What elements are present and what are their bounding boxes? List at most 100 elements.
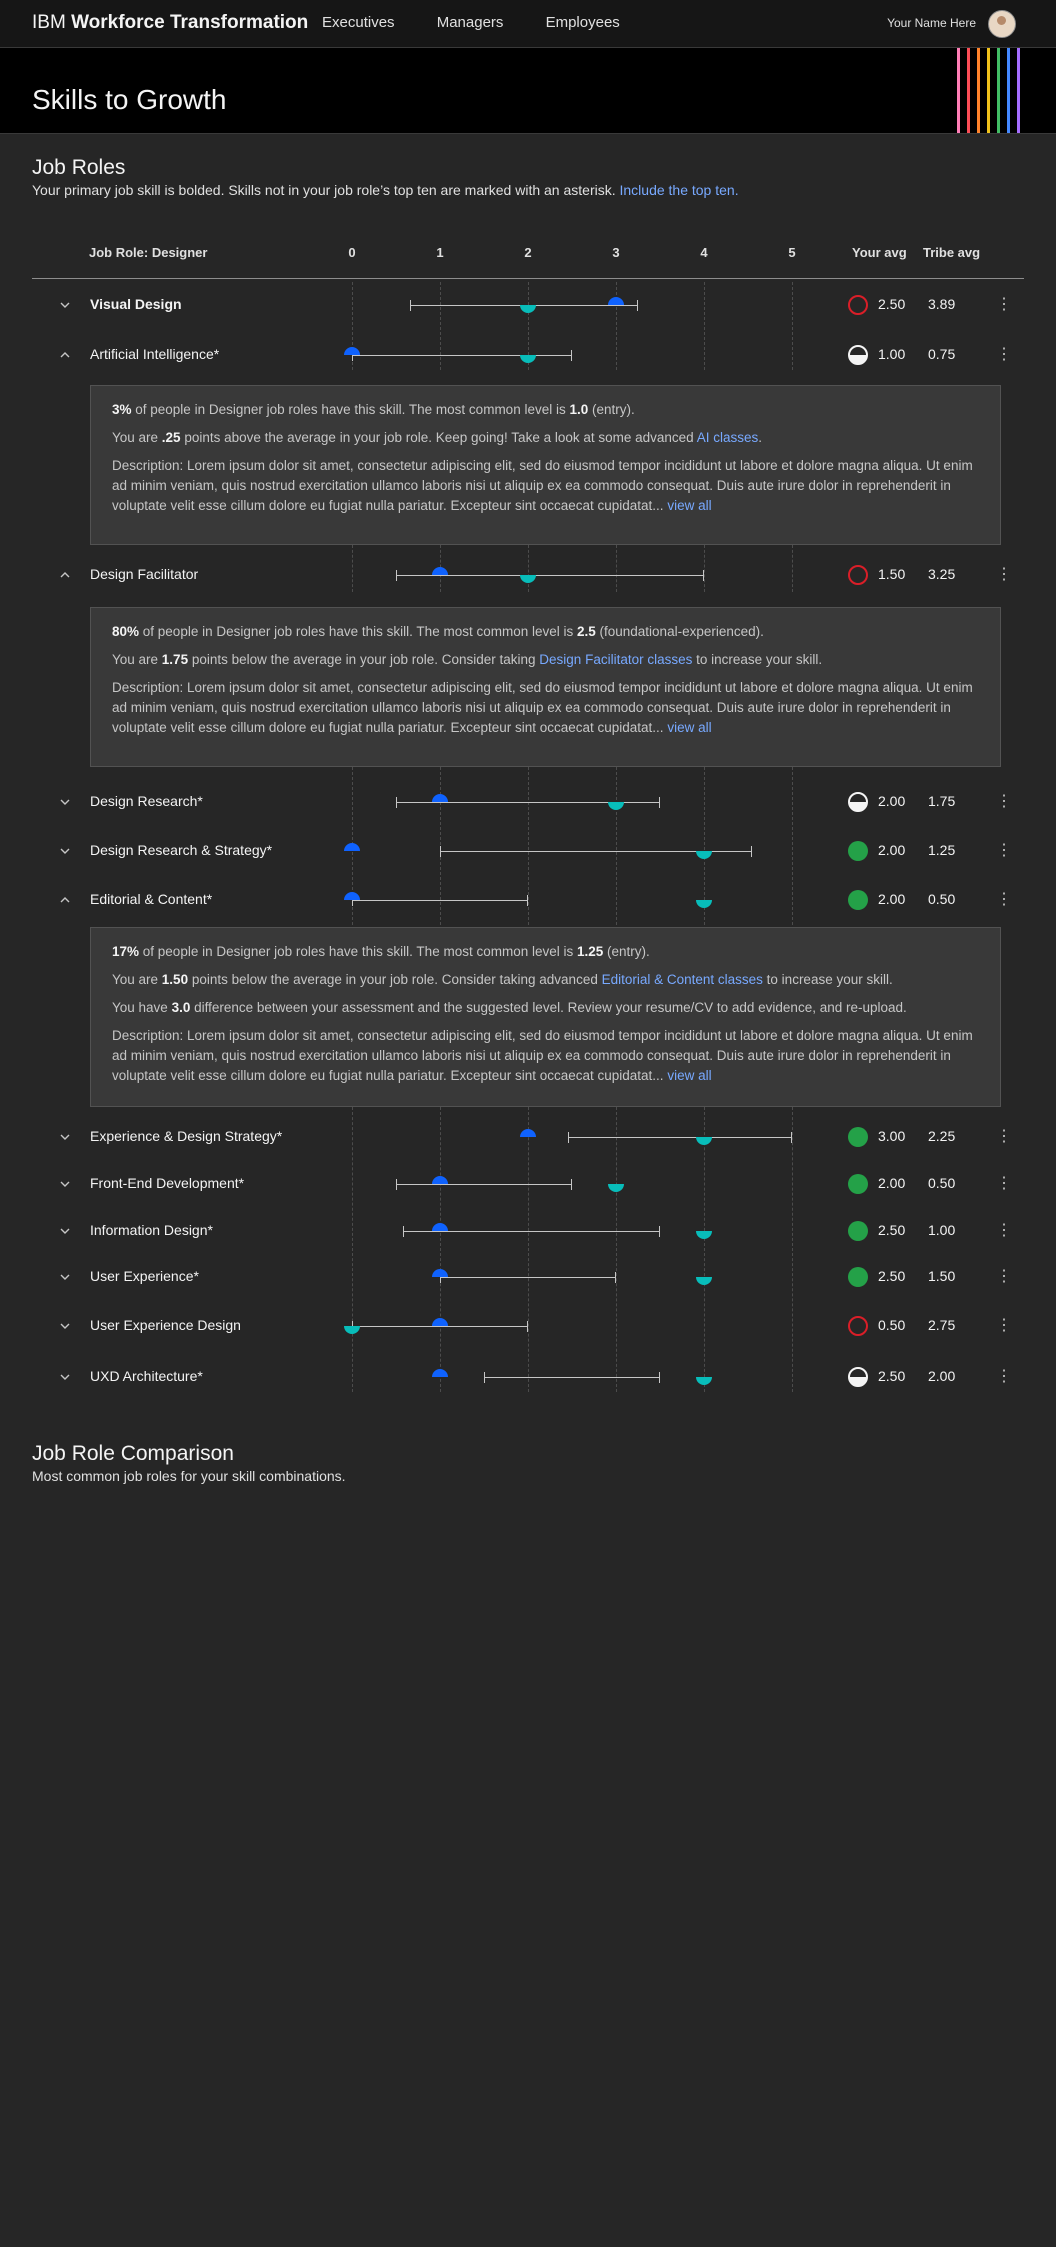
status-indicator-icon bbox=[848, 345, 868, 365]
overflow-menu-icon[interactable]: ⋮ bbox=[996, 346, 1012, 363]
chevron-up-icon[interactable] bbox=[58, 348, 72, 362]
brand[interactable]: IBM Workforce Transformation bbox=[32, 12, 308, 34]
editorial-content-classes-link[interactable]: Editorial & Content classes bbox=[601, 972, 763, 987]
gridline bbox=[440, 1107, 441, 1392]
gridline bbox=[616, 767, 617, 925]
skill-range-bar bbox=[352, 895, 528, 906]
axis-tick-0: 0 bbox=[348, 245, 356, 260]
skill-name: Design Facilitator bbox=[90, 566, 199, 582]
your-marker bbox=[432, 1318, 448, 1326]
overflow-menu-icon[interactable]: ⋮ bbox=[996, 566, 1012, 583]
chevron-down-icon[interactable] bbox=[58, 795, 72, 809]
nav-link-employees[interactable]: Employees bbox=[545, 14, 620, 31]
skill-row[interactable]: Design Facilitator 1.50 3.25 ⋮ bbox=[0, 560, 1056, 590]
overflow-menu-icon[interactable]: ⋮ bbox=[996, 793, 1012, 810]
tribe-marker bbox=[696, 1377, 712, 1385]
gridline bbox=[792, 1107, 793, 1392]
tribe-avg-value: 1.00 bbox=[928, 1222, 956, 1238]
your-avg-value: 2.00 bbox=[878, 1175, 906, 1191]
tribe-avg-value: 1.75 bbox=[928, 793, 956, 809]
nav-link-executives[interactable]: Executives bbox=[322, 14, 395, 31]
tribe-marker bbox=[344, 1326, 360, 1334]
include-top-ten-link[interactable]: Include the top ten. bbox=[619, 182, 739, 198]
job-roles-title: Job Roles bbox=[32, 156, 126, 179]
skill-range-bar bbox=[484, 1372, 660, 1383]
your-marker bbox=[432, 1223, 448, 1231]
status-indicator-icon bbox=[848, 1174, 868, 1194]
skill-range-bar bbox=[440, 846, 753, 857]
view-all-link[interactable]: view all bbox=[667, 1068, 712, 1083]
design-facilitator-classes-link[interactable]: Design Facilitator classes bbox=[539, 652, 693, 667]
gridline bbox=[528, 1107, 529, 1392]
nav-links: Executives Managers Employees bbox=[322, 14, 658, 31]
chevron-down-icon[interactable] bbox=[58, 1224, 72, 1238]
chevron-up-icon[interactable] bbox=[58, 568, 72, 582]
overflow-menu-icon[interactable]: ⋮ bbox=[996, 1175, 1012, 1192]
chevron-down-icon[interactable] bbox=[58, 1370, 72, 1384]
skill-row[interactable]: Information Design* 2.50 1.00 ⋮ bbox=[0, 1216, 1056, 1246]
skill-detail-panel-ai: 3% of people in Designer job roles have … bbox=[90, 385, 1001, 545]
chevron-up-icon[interactable] bbox=[58, 893, 72, 907]
tribe-marker bbox=[696, 1231, 712, 1239]
overflow-menu-icon[interactable]: ⋮ bbox=[996, 1268, 1012, 1285]
skill-row[interactable]: Experience & Design Strategy* 3.00 2.25 ⋮ bbox=[0, 1122, 1056, 1152]
job-roles-subtitle: Your primary job skill is bolded. Skills… bbox=[32, 182, 739, 198]
overflow-menu-icon[interactable]: ⋮ bbox=[996, 842, 1012, 859]
avatar[interactable] bbox=[988, 10, 1016, 38]
skill-row[interactable]: User Experience Design 0.50 2.75 ⋮ bbox=[0, 1311, 1056, 1341]
overflow-menu-icon[interactable]: ⋮ bbox=[996, 891, 1012, 908]
chevron-down-icon[interactable] bbox=[58, 1270, 72, 1284]
skill-range-bar bbox=[352, 1321, 528, 1332]
tribe-avg-value: 0.50 bbox=[928, 1175, 956, 1191]
tribe-marker bbox=[608, 1184, 624, 1192]
gridline bbox=[792, 767, 793, 925]
skill-detail-panel-design-facilitator: 80% of people in Designer job roles have… bbox=[90, 607, 1001, 767]
your-marker bbox=[432, 567, 448, 575]
view-all-link[interactable]: view all bbox=[667, 720, 712, 735]
skill-row[interactable]: Design Research* 2.00 1.75 ⋮ bbox=[0, 787, 1056, 817]
skill-range-bar bbox=[396, 797, 660, 808]
your-avg-value: 2.00 bbox=[878, 891, 906, 907]
skill-row[interactable]: Visual Design 2.50 3.89 ⋮ bbox=[0, 290, 1056, 320]
your-avg-value: 2.50 bbox=[878, 1268, 906, 1284]
status-indicator-icon bbox=[848, 295, 868, 315]
tribe-avg-value: 2.25 bbox=[928, 1128, 956, 1144]
skill-row[interactable]: Artificial Intelligence* 1.00 0.75 ⋮ bbox=[0, 340, 1056, 370]
tribe-marker bbox=[696, 851, 712, 859]
overflow-menu-icon[interactable]: ⋮ bbox=[996, 296, 1012, 313]
skill-row[interactable]: Front-End Development* 2.00 0.50 ⋮ bbox=[0, 1169, 1056, 1199]
your-avg-value: 2.50 bbox=[878, 1368, 906, 1384]
status-indicator-icon bbox=[848, 1316, 868, 1336]
tribe-marker bbox=[696, 1277, 712, 1285]
skill-row[interactable]: Design Research & Strategy* 2.00 1.25 ⋮ bbox=[0, 836, 1056, 866]
user-name[interactable]: Your Name Here bbox=[887, 16, 976, 30]
chevron-down-icon[interactable] bbox=[58, 844, 72, 858]
overflow-menu-icon[interactable]: ⋮ bbox=[996, 1317, 1012, 1334]
your-marker bbox=[608, 297, 624, 305]
tribe-avg-value: 0.75 bbox=[928, 346, 956, 362]
skill-row[interactable]: UXD Architecture* 2.50 2.00 ⋮ bbox=[0, 1362, 1056, 1392]
your-avg-value: 2.00 bbox=[878, 842, 906, 858]
status-indicator-icon bbox=[848, 1267, 868, 1287]
overflow-menu-icon[interactable]: ⋮ bbox=[996, 1368, 1012, 1385]
chevron-down-icon[interactable] bbox=[58, 298, 72, 312]
skill-name: User Experience Design bbox=[90, 1317, 241, 1333]
status-indicator-icon bbox=[848, 565, 868, 585]
skill-range-bar bbox=[440, 1272, 616, 1283]
nav-link-managers[interactable]: Managers bbox=[436, 14, 504, 31]
your-avg-value: 2.50 bbox=[878, 296, 906, 312]
tribe-avg-value: 3.89 bbox=[928, 296, 956, 312]
skill-row[interactable]: Editorial & Content* 2.00 0.50 ⋮ bbox=[0, 885, 1056, 915]
your-avg-value: 1.00 bbox=[878, 346, 906, 362]
view-all-link[interactable]: view all bbox=[667, 498, 712, 513]
top-nav: IBM Workforce Transformation Executives … bbox=[0, 0, 1056, 48]
overflow-menu-icon[interactable]: ⋮ bbox=[996, 1128, 1012, 1145]
skill-row[interactable]: User Experience* 2.50 1.50 ⋮ bbox=[0, 1262, 1056, 1292]
overflow-menu-icon[interactable]: ⋮ bbox=[996, 1222, 1012, 1239]
gridline bbox=[792, 545, 793, 592]
status-indicator-icon bbox=[848, 841, 868, 861]
ai-classes-link[interactable]: AI classes bbox=[696, 430, 759, 445]
chevron-down-icon[interactable] bbox=[58, 1130, 72, 1144]
chevron-down-icon[interactable] bbox=[58, 1319, 72, 1333]
chevron-down-icon[interactable] bbox=[58, 1177, 72, 1191]
